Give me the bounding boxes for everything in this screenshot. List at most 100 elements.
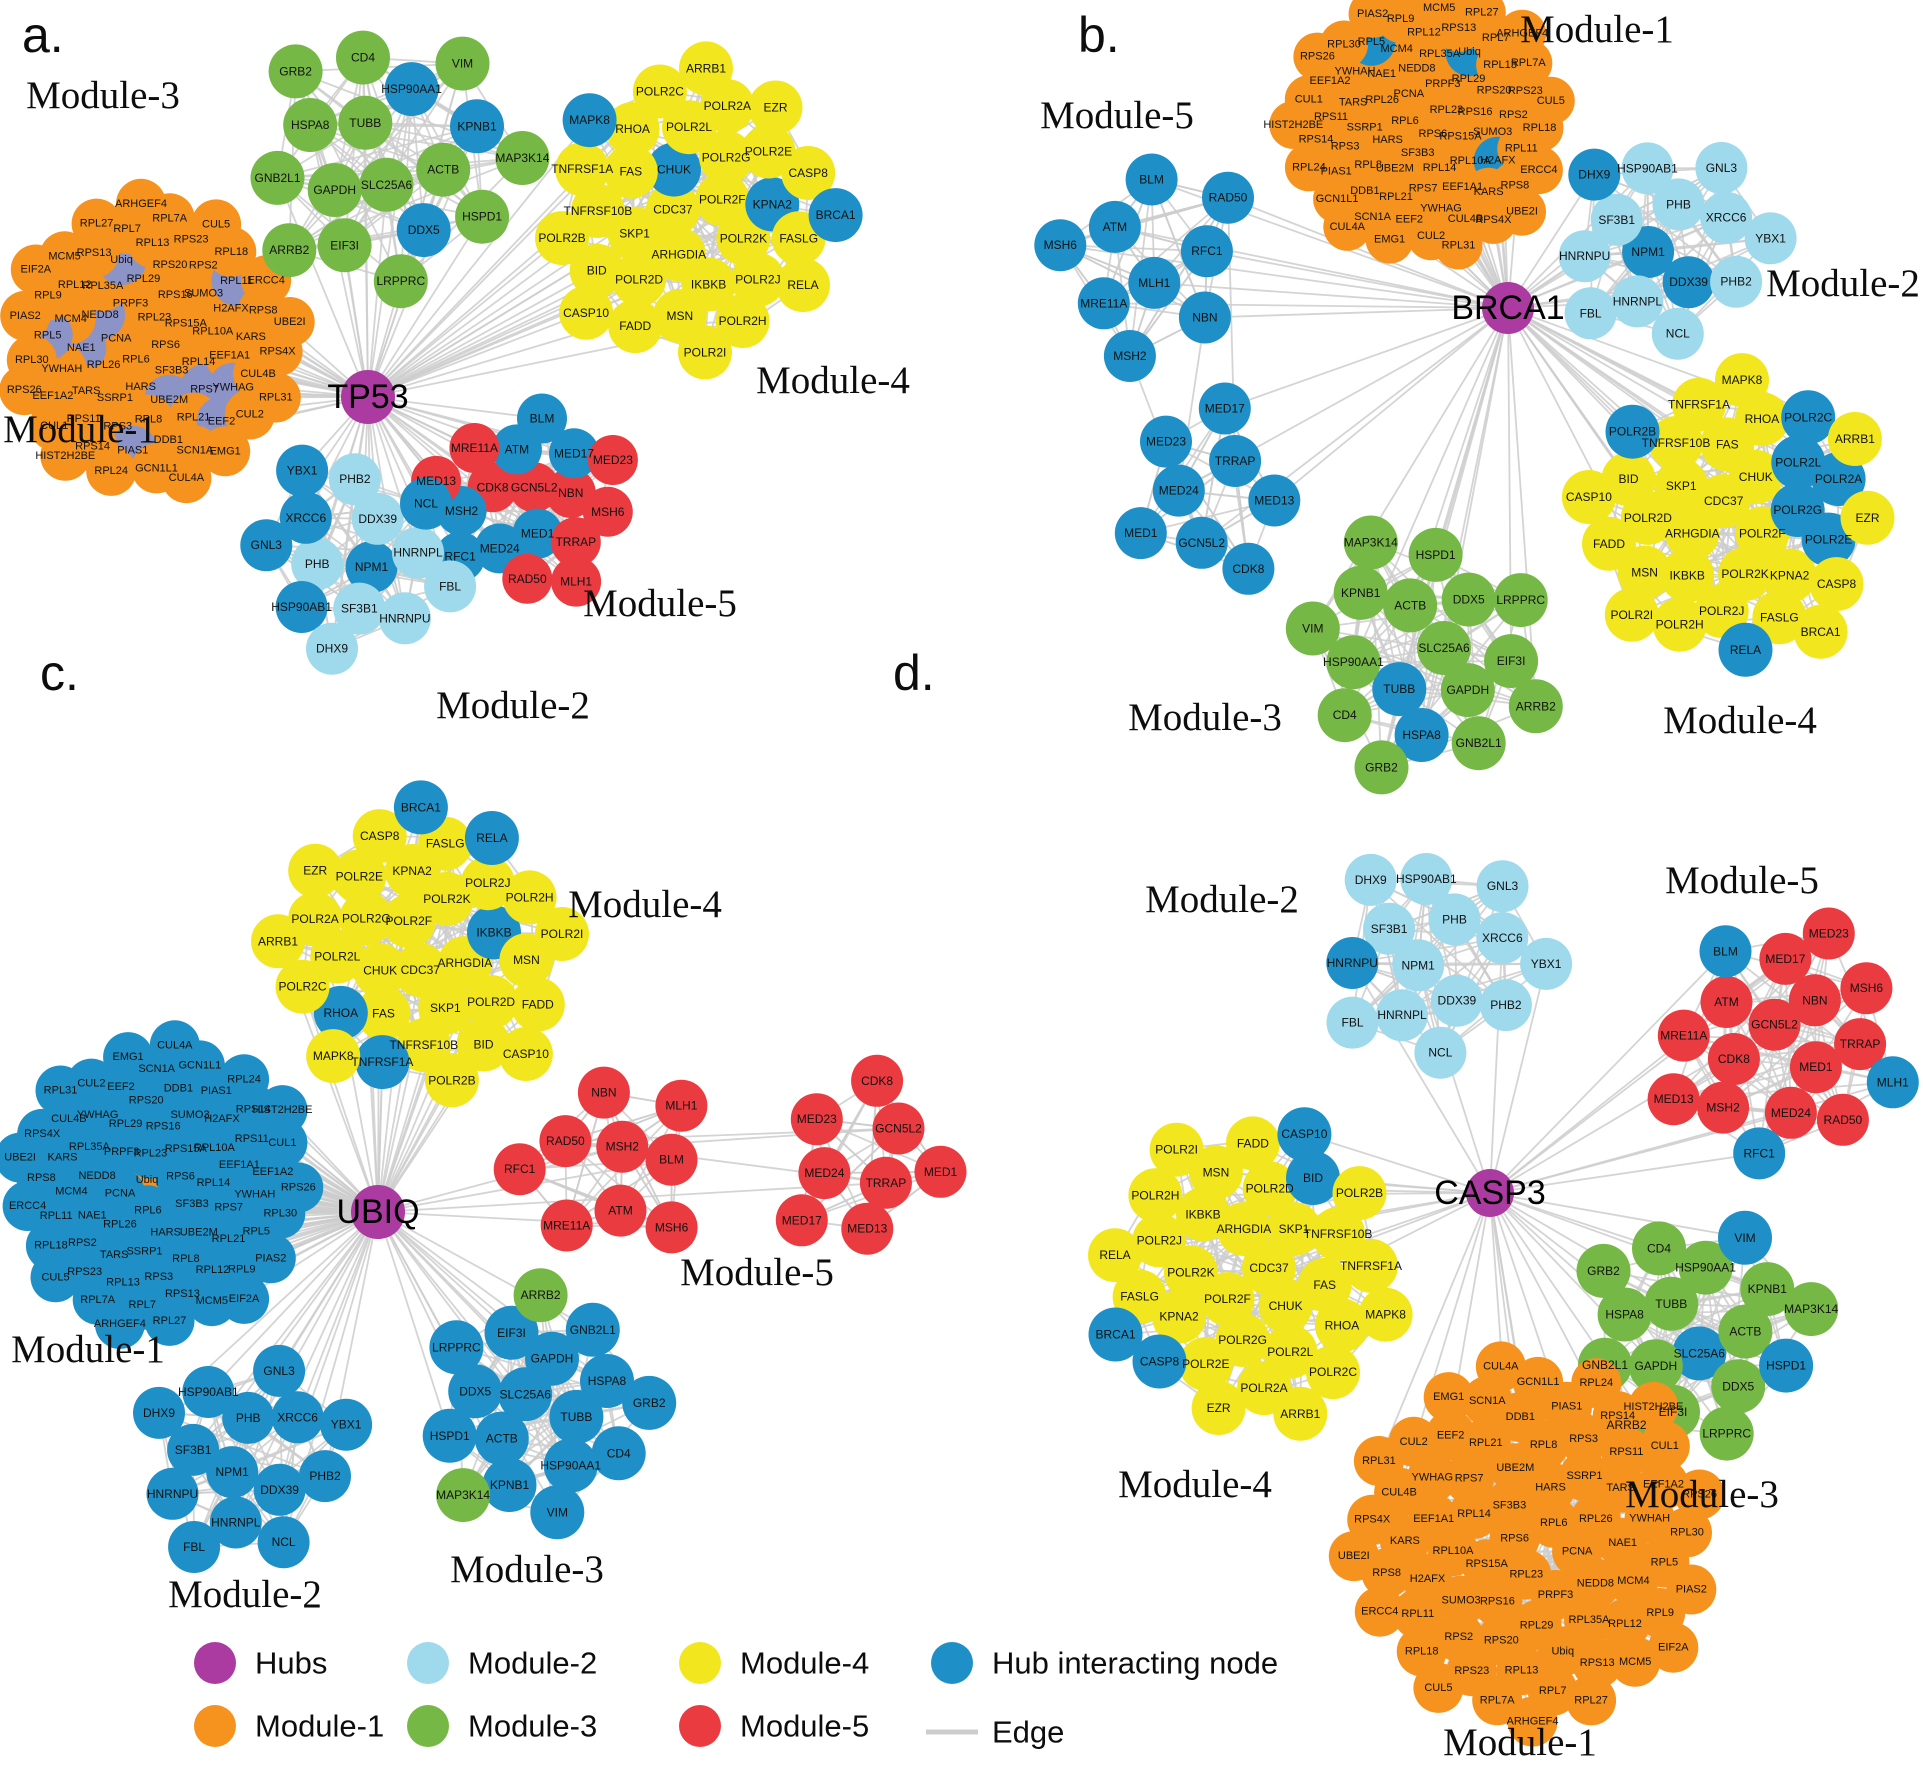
node-GRB2	[1354, 740, 1409, 795]
node-HSPD1	[422, 1408, 477, 1463]
node-EZR	[1191, 1381, 1246, 1435]
node-POLR2C	[632, 64, 687, 119]
node-CD4	[1632, 1221, 1686, 1276]
node-TUBB	[1372, 662, 1427, 717]
node-DDX39	[1662, 256, 1715, 309]
legend-label: Module-4	[740, 1646, 869, 1681]
edge	[1103, 302, 1509, 309]
node-CD4	[336, 30, 390, 85]
node-HIST2H2BE	[1269, 100, 1318, 149]
edge	[1060, 244, 1509, 309]
module-label: Module-5	[1665, 859, 1819, 902]
node-VIM	[1718, 1210, 1772, 1265]
node-SLC25A6	[359, 157, 414, 212]
node-PHB2	[328, 453, 381, 506]
node-MLH1	[1866, 1056, 1919, 1109]
edge	[1489, 937, 1504, 1194]
node-POLR2D	[1242, 1161, 1297, 1216]
edge	[1224, 307, 1509, 410]
node-POLR2D	[464, 975, 519, 1029]
node-RPL31	[35, 1065, 86, 1116]
node-DDX5	[1711, 1359, 1766, 1414]
node-NCL	[1414, 1026, 1467, 1079]
legend-swatch-Module-1	[194, 1705, 236, 1747]
node-BRCA1	[393, 780, 448, 835]
node-GNL3	[240, 519, 293, 572]
node-CHUK	[647, 142, 701, 197]
node-MED1	[512, 508, 563, 559]
node-HNRNPL	[392, 526, 444, 579]
node-POLR2H	[1652, 597, 1707, 652]
node-CASP8	[1132, 1334, 1187, 1389]
node-GNB2L1	[565, 1302, 620, 1357]
node-SLC25A6	[1417, 621, 1471, 675]
node-NPM1	[1392, 939, 1445, 992]
node-RHOA	[313, 985, 368, 1040]
node-BLM	[645, 1133, 698, 1186]
node-RPL27	[144, 1295, 195, 1346]
edge	[367, 396, 543, 420]
node-ARHGDIA	[1216, 1202, 1271, 1257]
module-label: Module-4	[756, 359, 910, 402]
edge	[1304, 1133, 1491, 1194]
node-CUL5	[191, 199, 242, 250]
node-CUL1	[1639, 1421, 1690, 1472]
node-POLR2I	[678, 325, 732, 380]
module-label: Module-1	[1520, 8, 1674, 51]
node-POLR2B	[535, 211, 589, 266]
legend-label: Hub interacting node	[992, 1646, 1278, 1681]
node-TRRAP	[1209, 435, 1262, 487]
node-FADD	[608, 299, 663, 354]
node-POLR2H	[502, 870, 557, 925]
edge	[377, 1211, 513, 1334]
node-EEF2	[1425, 1410, 1476, 1461]
node-MSN	[1188, 1145, 1243, 1200]
node-POLR2B	[424, 1053, 479, 1108]
legend-swatch-Module-5	[679, 1705, 721, 1747]
module-label: Module-2	[1145, 878, 1299, 921]
node-BLM	[1699, 925, 1752, 978]
node-NCL	[400, 477, 452, 530]
node-UBE2I	[264, 297, 315, 347]
node-MSH6	[1034, 219, 1087, 272]
node-FBL	[424, 560, 477, 613]
node-DDX39	[1430, 974, 1483, 1027]
edge	[1584, 237, 1771, 258]
edge	[1177, 317, 1206, 491]
edge	[367, 119, 591, 398]
node-RPL11	[1392, 1588, 1443, 1639]
node-RPL24	[86, 445, 137, 496]
node-FADD	[510, 977, 565, 1032]
module-label: Module-1	[1443, 1721, 1597, 1764]
legend-label: Module-5	[740, 1709, 869, 1744]
node-ARRB1	[679, 41, 733, 96]
node-MAP3K14	[495, 131, 550, 185]
node-MSH6	[645, 1201, 698, 1254]
edge	[1507, 307, 1700, 406]
node-KPNB1	[1333, 565, 1388, 620]
node-HSP90AB1	[182, 1366, 235, 1418]
node-TUBB	[1644, 1276, 1699, 1331]
edge	[1401, 885, 1504, 1016]
edge	[1758, 999, 1816, 1154]
node-ARRB1	[1273, 1386, 1328, 1441]
node-ACTB	[1718, 1304, 1773, 1359]
node-CASP10	[498, 1027, 553, 1081]
edge	[1378, 1192, 1491, 1462]
node-MED23	[1802, 907, 1855, 960]
panel-letter-a: a.	[22, 7, 64, 63]
node-NCL	[1651, 307, 1704, 360]
edge	[343, 57, 364, 246]
node-POLR2G	[699, 130, 754, 185]
node-BRCA1	[1793, 604, 1848, 659]
module-label: Module-5	[1040, 94, 1194, 137]
edge	[1114, 226, 1509, 309]
edge	[234, 1370, 280, 1523]
node-ERCC4	[2, 1181, 53, 1231]
node-HSPD1	[1759, 1338, 1814, 1393]
node-CDK8	[1707, 1033, 1760, 1085]
node-EZR	[1840, 490, 1895, 545]
legend-label: Hubs	[255, 1646, 327, 1681]
node-POLR2C	[1781, 390, 1836, 445]
node-RPL27	[1457, 0, 1506, 37]
